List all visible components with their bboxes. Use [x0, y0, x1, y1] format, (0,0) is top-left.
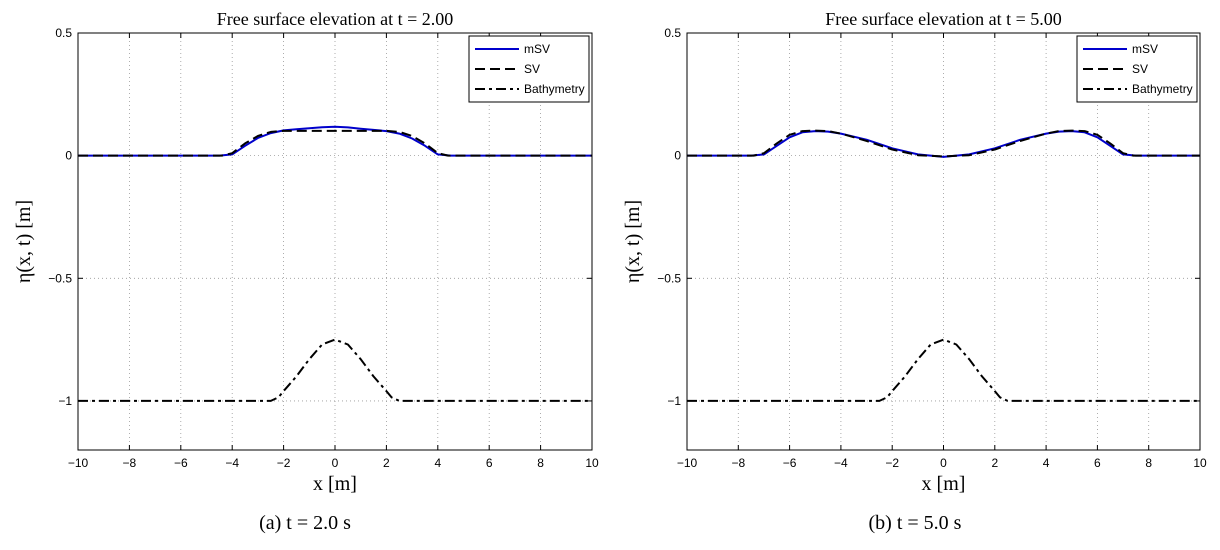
series-line-sv: [687, 129, 1200, 158]
y-tick-label: −0.5: [657, 271, 681, 285]
x-tick-label: −8: [123, 456, 137, 470]
x-tick-label: −2: [277, 456, 291, 470]
x-tick-label: −10: [68, 456, 89, 470]
chart-panel-1: −10 −8 −6 −4 −2 0 2 4 6 8 10 0.5 0 −0.5 −1 Free surface…: [622, 9, 1207, 495]
x-tick-label: 2: [383, 456, 390, 470]
chart-title: Free surface elevation at t = 5.00: [825, 9, 1062, 29]
y-tick-label: −1: [667, 394, 681, 408]
x-tick-label: −6: [174, 456, 188, 470]
legend-label-msv: mSV: [524, 42, 550, 56]
x-tick-label: 10: [585, 456, 599, 470]
y-tick-label: 0: [674, 149, 681, 163]
x-tick-label: −6: [783, 456, 797, 470]
x-tick-label: 6: [1094, 456, 1101, 470]
series-line-msv: [687, 130, 1200, 158]
x-axis-label: x [m]: [313, 473, 357, 495]
caption-b: (b) t = 5.0 s: [868, 512, 962, 534]
y-tick-label: 0.5: [55, 26, 72, 40]
x-tick-label: −4: [225, 456, 239, 470]
y-tick-label: −0.5: [48, 271, 72, 285]
legend-label-msv: mSV: [1132, 42, 1158, 56]
y-tick-label: −1: [58, 394, 72, 408]
legend-box: [1076, 35, 1198, 103]
x-tick-label: 0: [332, 456, 339, 470]
x-tick-label: −2: [885, 456, 899, 470]
x-tick-label: −4: [834, 456, 848, 470]
series-line-msv: [78, 125, 592, 157]
x-tick-label: 8: [1145, 456, 1152, 470]
legend-label-bathymetry: Bathymetry: [1132, 82, 1193, 96]
chart-title: Free surface elevation at t = 2.00: [217, 9, 454, 29]
x-tick-label: 0: [940, 456, 947, 470]
legend-box: [468, 35, 590, 103]
legend: mSV SV Bathymetry: [468, 35, 590, 103]
x-tick-label: 8: [537, 456, 544, 470]
x-axis-label: x [m]: [922, 473, 966, 495]
caption-a: (a) t = 2.0 s: [259, 512, 351, 534]
legend-label-bathymetry: Bathymetry: [524, 82, 585, 96]
y-axis-label: η(x, t) [m]: [13, 200, 35, 283]
x-tick-label: 4: [434, 456, 441, 470]
y-axis-label: η(x, t) [m]: [622, 200, 644, 283]
series-line-bathymetry: [78, 338, 592, 402]
x-tick-label: 4: [1043, 456, 1050, 470]
series-line-sv: [78, 129, 592, 157]
legend: mSV SV Bathymetry: [1076, 35, 1198, 103]
x-tick-label: 10: [1193, 456, 1207, 470]
y-tick-label: 0: [65, 149, 72, 163]
series-line-bathymetry: [687, 338, 1200, 402]
legend-label-sv: SV: [524, 62, 540, 76]
x-tick-label: −8: [731, 456, 745, 470]
x-tick-label: 2: [991, 456, 998, 470]
legend-label-sv: SV: [1132, 62, 1148, 76]
x-tick-label: 6: [486, 456, 493, 470]
chart-panel-0: −10 −8 −6 −4 −2 0 2 4 6 8 10 0.5 0 −0.5 −1 Free surface…: [13, 9, 599, 495]
x-tick-label: −10: [677, 456, 698, 470]
y-tick-label: 0.5: [664, 26, 681, 40]
